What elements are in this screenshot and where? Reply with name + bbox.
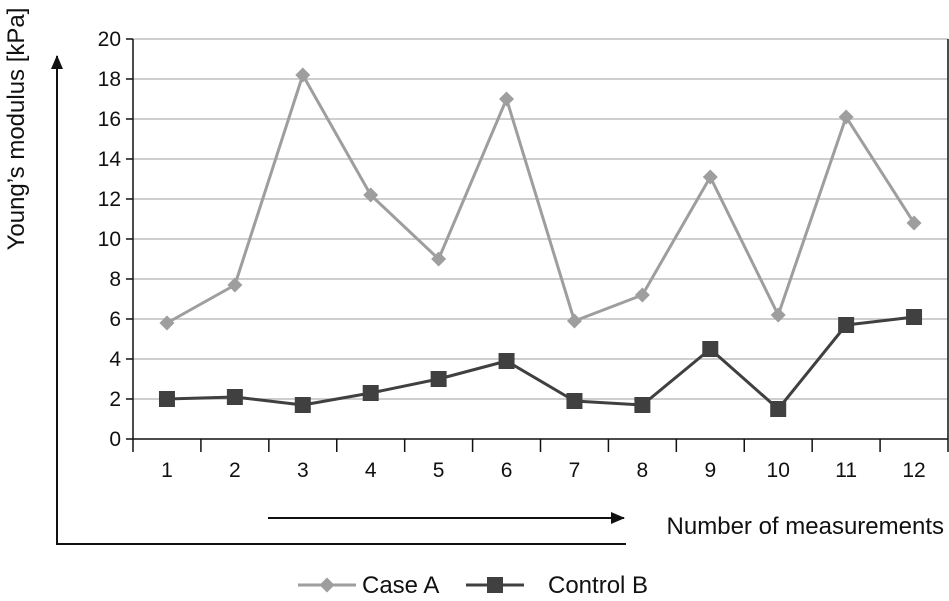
grid-lines	[133, 38, 948, 400]
data-point	[226, 389, 243, 405]
data-point	[838, 109, 854, 125]
data-point	[906, 309, 923, 325]
data-point	[159, 315, 175, 331]
data-series	[158, 67, 923, 417]
y-tick-label: 6	[109, 308, 121, 331]
y-tick-label: 4	[109, 348, 121, 371]
series-control-b	[158, 309, 923, 417]
series-case-a	[159, 67, 922, 331]
x-tick-label: 9	[704, 459, 716, 482]
legend-marker	[487, 577, 503, 593]
x-tick-label: 12	[902, 459, 925, 482]
data-point	[430, 371, 447, 387]
series-line	[166, 315, 915, 411]
x-tick-label: 2	[229, 459, 241, 482]
legend: Case A Control B	[298, 572, 648, 599]
x-tick-label: 1	[161, 459, 173, 482]
data-point	[499, 91, 515, 107]
series-line	[166, 73, 916, 325]
data-point	[431, 251, 447, 267]
legend-label: Case A	[362, 572, 439, 599]
y-tick-label: 14	[98, 148, 122, 171]
y-tick-label: 2	[109, 388, 121, 411]
data-point	[906, 215, 922, 231]
data-point	[362, 385, 379, 401]
y-axis-title: Young’s modulus [kPa]	[3, 8, 30, 251]
x-tick-label: 11	[835, 459, 857, 482]
y-tick-label: 12	[98, 188, 121, 211]
data-point	[294, 397, 311, 413]
legend-item: Case A	[298, 572, 439, 599]
x-tick-label: 3	[297, 459, 309, 482]
y-tick-label: 18	[98, 68, 121, 91]
x-tick-label: 6	[501, 459, 513, 482]
data-point	[295, 67, 311, 83]
data-point	[702, 169, 718, 185]
data-point	[566, 313, 582, 329]
data-point	[702, 341, 719, 357]
x-tick-labels: 1 2 3 4 5 6 7 8 9 10 11 12	[161, 459, 926, 482]
x-tick-label: 4	[365, 459, 377, 482]
x-axis-title: Number of measurements	[667, 513, 944, 540]
x-tick-label: 10	[767, 459, 790, 482]
data-point	[363, 187, 379, 203]
y-tick-label: 16	[98, 108, 121, 131]
y-tick-label: 8	[109, 268, 121, 291]
x-tick-label: 7	[569, 459, 581, 482]
data-point	[770, 401, 787, 417]
y-tick-label: 20	[98, 28, 121, 51]
y-tick-labels: 0 2 4 6 8 10 12 14 16 18 20	[98, 28, 122, 451]
data-point	[770, 307, 786, 323]
axes	[126, 38, 949, 452]
data-point	[227, 277, 243, 293]
legend-marker	[319, 577, 335, 593]
data-point	[634, 287, 650, 303]
legend-item: Control B	[466, 572, 648, 599]
data-point	[634, 397, 651, 413]
data-point	[158, 391, 175, 407]
data-point	[498, 353, 515, 369]
y-tick-label: 10	[98, 228, 121, 251]
x-tick-label: 8	[637, 459, 649, 482]
y-tick-label: 0	[109, 428, 121, 451]
data-point	[838, 317, 855, 333]
legend-label: Control B	[548, 572, 648, 599]
data-point	[566, 393, 583, 409]
x-tick-label: 5	[433, 459, 445, 482]
